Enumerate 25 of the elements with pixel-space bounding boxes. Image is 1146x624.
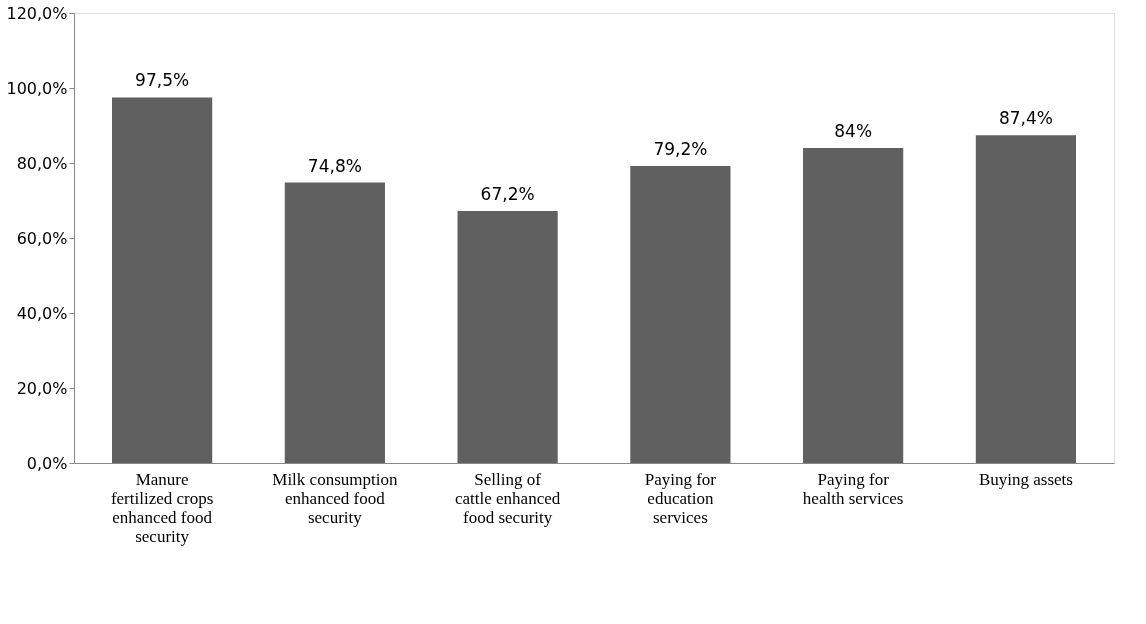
data-label: 87,4% [998,108,1053,129]
data-label: 84% [834,121,873,141]
data-label: 97,5% [135,70,190,91]
bar [284,182,385,463]
data-label: 79,2% [653,139,708,159]
bar [457,211,558,463]
x-tick-label: Buying assets [978,469,1073,489]
bar [630,166,731,463]
y-tick-label: 20,0% [16,378,68,398]
x-tick-label: Milk consumption enhanced food security [272,469,398,527]
x-tick-label: Paying for education services [644,469,717,527]
y-tick-label: 120,0% [6,3,68,23]
bar [803,148,904,463]
bar [975,135,1076,463]
y-tick-label: 0,0% [26,453,68,473]
y-tick-label: 80,0% [16,153,68,173]
bar [112,97,213,463]
x-tick-label: Paying for health services [802,469,904,508]
y-tick-label: 60,0% [16,228,68,248]
data-label: 74,8% [307,155,362,176]
y-tick-label: 100,0% [6,78,68,98]
data-label: 67,2% [480,184,535,204]
x-tick-label: Manure fertilized crops enhanced food security [110,469,214,546]
x-tick-label: Selling of cattle enhanced food security [455,469,561,527]
y-tick-label: 40,0% [16,303,68,323]
